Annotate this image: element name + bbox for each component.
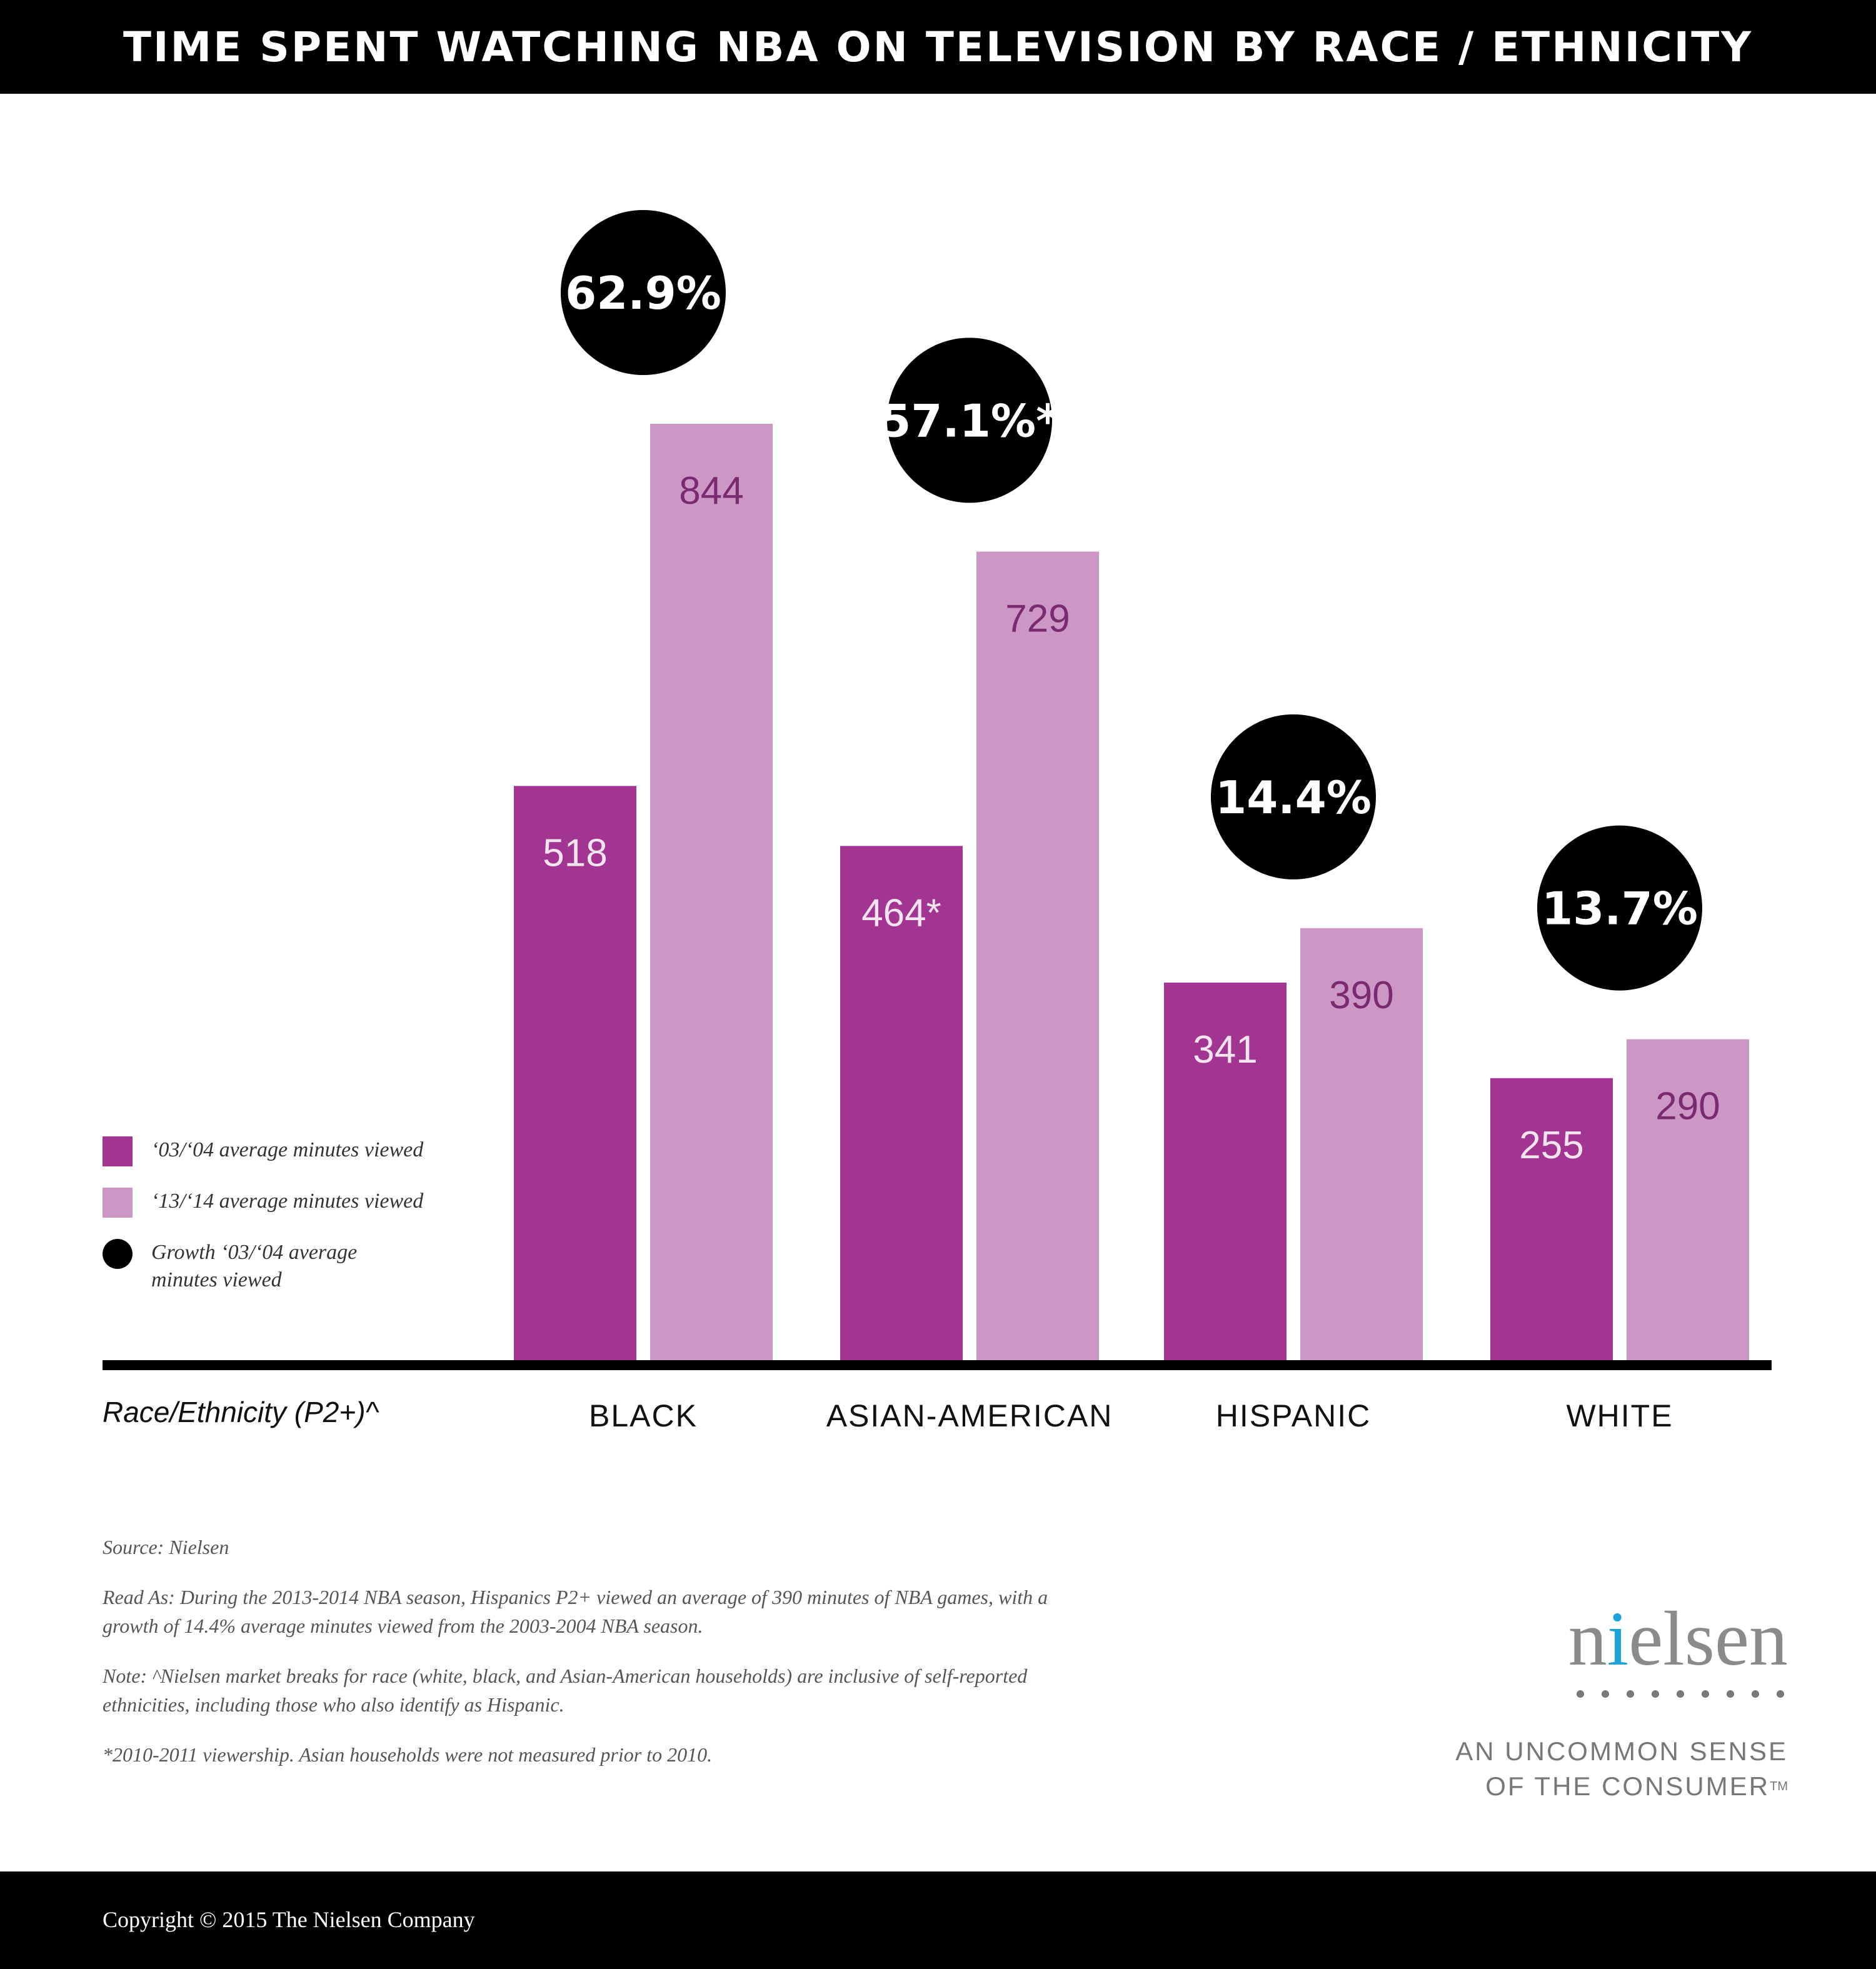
legend-label-2003-04: ‘03/‘04 average minutes viewed — [151, 1138, 424, 1161]
category-label-black: BLACK — [589, 1398, 698, 1433]
x-axis-line — [103, 1360, 1772, 1370]
bar-hispanic-2003-04 — [1164, 982, 1287, 1361]
bar-value-label-hispanic-2013-14: 390 — [1329, 974, 1393, 1017]
growth-label-black: 62.9% — [565, 267, 721, 319]
bar-value-label-black-2013-14: 844 — [679, 469, 743, 513]
legend-label-growth: Growth ‘03/‘04 average minutes viewed — [151, 1241, 358, 1291]
bar-chart: 518 844 62.9% BLACK 464* 729 57.1%* ASIAN-AMERI… — [103, 210, 1772, 1433]
growth-label-white: 13.7% — [1542, 883, 1698, 935]
category-label-hispanic: HISPANIC — [1216, 1398, 1371, 1433]
bar-black-2003-04 — [514, 786, 636, 1361]
growth-circle-hispanic — [1211, 714, 1376, 879]
growth-label-asian-american: 57.1%* — [880, 394, 1059, 447]
category-label-white: WHITE — [1566, 1398, 1673, 1433]
legend-item-2003-04: ‘03/‘04 average minutes viewed — [103, 1136, 451, 1166]
bar-white-2013-14 — [1627, 1039, 1749, 1361]
growth-label-hispanic: 14.4% — [1215, 771, 1372, 824]
x-axis-title: Race/Ethnicity (P2+)^ — [103, 1396, 379, 1428]
title-bar: TIME SPENT WATCHING NBA ON TELEVISION BY… — [0, 0, 1876, 94]
legend: ‘03/‘04 average minutes viewed ‘13/‘14 a… — [103, 1136, 451, 1315]
read-as-note: Read As: During the 2013-2014 NBA season… — [103, 1586, 1048, 1637]
logo-dots — [1400, 1690, 1784, 1698]
trademark-mark: TM — [1770, 1780, 1788, 1793]
growth-circle-black — [561, 210, 726, 375]
legend-swatch-2013-14 — [103, 1188, 133, 1218]
bar-value-label-hispanic-2003-04: 341 — [1193, 1028, 1257, 1071]
brand-tagline: AN UNCOMMON SENSE OF THE CONSUMERTM — [1400, 1734, 1788, 1804]
nielsen-brand: nielsen AN UNCOMMON SENSE OF THE CONSUME… — [1400, 1600, 1788, 1804]
category-label-asian-american: ASIAN-AMERICAN — [826, 1398, 1113, 1433]
bar-asian-american-2013-14 — [976, 551, 1099, 1361]
legend-swatch-2003-04 — [103, 1136, 133, 1166]
growth-circle-asian-american — [887, 338, 1052, 503]
notes: Source: Nielsen Read As: During the 2013… — [103, 1533, 1078, 1790]
bar-white-2003-04 — [1490, 1078, 1613, 1361]
caret-note: Note: ^Nielsen market breaks for race (w… — [103, 1665, 1028, 1716]
legend-label-2013-14: ‘13/‘14 average minutes viewed — [151, 1190, 424, 1213]
asterisk-note: *2010-2011 viewership. Asian households … — [103, 1743, 713, 1766]
bar-asian-american-2003-04 — [840, 846, 963, 1361]
chart-title: TIME SPENT WATCHING NBA ON TELEVISION BY… — [123, 23, 1753, 71]
bar-value-label-white-2013-14: 290 — [1655, 1085, 1720, 1128]
bar-value-label-black-2003-04: 518 — [543, 831, 607, 874]
nielsen-logo: nielsen — [1568, 1596, 1788, 1681]
legend-item-growth: Growth ‘03/‘04 average minutes viewed — [103, 1239, 451, 1294]
source-note: Source: Nielsen — [103, 1536, 229, 1558]
bar-value-label-white-2003-04: 255 — [1519, 1124, 1583, 1167]
legend-swatch-growth — [103, 1239, 133, 1269]
bar-value-label-asian-american-2013-14: 729 — [1005, 597, 1070, 640]
growth-circle-white — [1537, 825, 1702, 991]
legend-item-2013-14: ‘13/‘14 average minutes viewed — [103, 1188, 451, 1218]
bar-value-label-asian-american-2003-04: 464* — [861, 891, 941, 934]
bar-black-2013-14 — [650, 424, 773, 1361]
footer-bar: Copyright © 2015 The Nielsen Company — [0, 1871, 1876, 1969]
copyright-text: Copyright © 2015 The Nielsen Company — [103, 1907, 475, 1932]
bar-hispanic-2013-14 — [1300, 928, 1423, 1361]
tagline-line-2: OF THE CONSUMERTM — [1485, 1771, 1788, 1801]
tagline-line-1: AN UNCOMMON SENSE — [1455, 1736, 1788, 1766]
